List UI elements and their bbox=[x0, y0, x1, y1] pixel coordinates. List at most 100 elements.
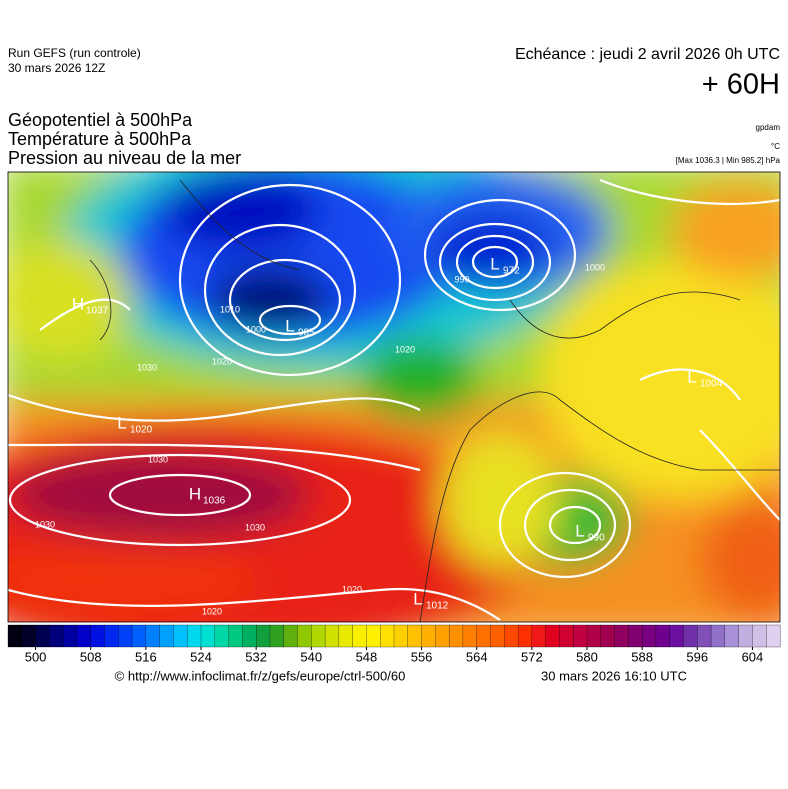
colorbar: 500 508 516 524 532 540 548 556 564 572 580 588 596 6… bbox=[7, 624, 781, 664]
colorbar-tick-label: 540 bbox=[300, 649, 322, 664]
isobar-label: 1020 bbox=[342, 584, 362, 594]
color-box bbox=[255, 624, 271, 648]
center-letter: L bbox=[575, 521, 584, 540]
color-box bbox=[159, 624, 174, 648]
color-box bbox=[641, 624, 657, 648]
color-box bbox=[421, 624, 436, 648]
isobar-label: 990 bbox=[454, 274, 469, 284]
center-value: 1012 bbox=[426, 601, 449, 612]
color-box bbox=[269, 624, 285, 648]
color-box bbox=[752, 624, 767, 648]
color-box bbox=[228, 624, 243, 648]
isobars bbox=[8, 178, 780, 621]
color-box bbox=[655, 624, 671, 648]
center-value: 1004 bbox=[700, 379, 723, 390]
center-value: 985 bbox=[298, 328, 315, 339]
color-box bbox=[49, 624, 64, 648]
color-box bbox=[131, 624, 147, 648]
coastlines bbox=[89, 179, 780, 622]
colorbar-tick-label: 596 bbox=[686, 649, 708, 664]
isobar-label: 1000 bbox=[585, 262, 605, 272]
forecast-time: Echéance : jeudi 2 avril 2026 0h UTC bbox=[515, 46, 780, 63]
generated-time: 30 mars 2026 16:10 UTC bbox=[541, 668, 687, 683]
color-box bbox=[545, 624, 560, 648]
color-box bbox=[724, 624, 740, 648]
colorbar-tick-label: 604 bbox=[742, 649, 764, 664]
temperature-field bbox=[8, 172, 780, 622]
color-box bbox=[738, 624, 753, 648]
colorbar-tick-label: 524 bbox=[190, 649, 212, 664]
run-label: Run GEFS (run controle) bbox=[8, 46, 141, 60]
center-value: 972 bbox=[503, 266, 520, 277]
colorbar-tick-label: 508 bbox=[80, 649, 102, 664]
color-box bbox=[145, 624, 161, 648]
color-box bbox=[766, 624, 781, 648]
color-box bbox=[586, 624, 602, 648]
isobar-label: 1020 bbox=[202, 606, 222, 616]
unit-label: °C bbox=[771, 142, 780, 151]
field-title: Pression au niveau de la mer bbox=[8, 148, 241, 168]
isobar-label: 1020 bbox=[212, 356, 232, 366]
isobar-label: 1020 bbox=[395, 344, 415, 354]
colorbar-tick-label: 548 bbox=[356, 649, 378, 664]
color-box bbox=[710, 624, 726, 648]
color-box bbox=[62, 624, 78, 648]
center-letter: L bbox=[413, 589, 422, 608]
color-box bbox=[76, 624, 92, 648]
color-box bbox=[200, 624, 216, 648]
isobar-label: 1030 bbox=[148, 454, 168, 464]
center-value: 1037 bbox=[86, 306, 109, 317]
center-value: 1020 bbox=[130, 425, 153, 436]
unit-label: gpdam bbox=[756, 123, 781, 132]
color-box bbox=[104, 624, 119, 648]
color-box bbox=[490, 624, 505, 648]
color-box bbox=[214, 624, 230, 648]
color-box bbox=[242, 624, 257, 648]
lead-time: + 60H bbox=[702, 69, 780, 101]
color-box bbox=[448, 624, 464, 648]
center-letter: L bbox=[285, 316, 294, 335]
color-box bbox=[435, 624, 450, 648]
color-box bbox=[407, 624, 423, 648]
color-box bbox=[504, 624, 519, 648]
color-box bbox=[352, 624, 367, 648]
color-box bbox=[283, 624, 298, 648]
color-box bbox=[118, 624, 133, 648]
isobar-label: 1010 bbox=[220, 304, 240, 314]
source-url: © http://www.infoclimat.fr/z/gefs/europe… bbox=[115, 668, 406, 683]
color-box bbox=[173, 624, 188, 648]
unit-label: [Max 1036.3 | Min 985.2] hPa bbox=[676, 156, 781, 165]
color-box bbox=[311, 624, 326, 648]
color-box bbox=[324, 624, 340, 648]
colorbar-tick-label: 572 bbox=[521, 649, 543, 664]
color-box bbox=[297, 624, 312, 648]
color-box bbox=[21, 624, 37, 648]
center-letter: L bbox=[117, 413, 126, 432]
color-box bbox=[600, 624, 616, 648]
center-letter: H bbox=[189, 484, 201, 503]
color-box bbox=[338, 624, 354, 648]
color-box bbox=[393, 624, 409, 648]
center-letter: H bbox=[72, 294, 84, 313]
color-box bbox=[697, 624, 712, 648]
colorbar-tick-label: 556 bbox=[411, 649, 433, 664]
color-box bbox=[187, 624, 202, 648]
color-box bbox=[476, 624, 491, 648]
colorbar-tick-label: 588 bbox=[631, 649, 653, 664]
colorbar-tick-label: 580 bbox=[576, 649, 598, 664]
color-box bbox=[517, 624, 533, 648]
colorbar-tick-label: 500 bbox=[25, 649, 47, 664]
color-box bbox=[366, 624, 381, 648]
colorbar-tick-label: 532 bbox=[245, 649, 267, 664]
isobar-label: 1030 bbox=[137, 362, 157, 372]
color-box bbox=[614, 624, 629, 648]
color-box bbox=[35, 624, 50, 648]
isobar-label: 1030 bbox=[245, 522, 265, 532]
color-box bbox=[531, 624, 547, 648]
center-value: 990 bbox=[588, 533, 605, 544]
field-title: Température à 500hPa bbox=[8, 129, 192, 149]
color-box bbox=[573, 624, 588, 648]
field-title: Géopotentiel à 500hPa bbox=[8, 110, 193, 130]
